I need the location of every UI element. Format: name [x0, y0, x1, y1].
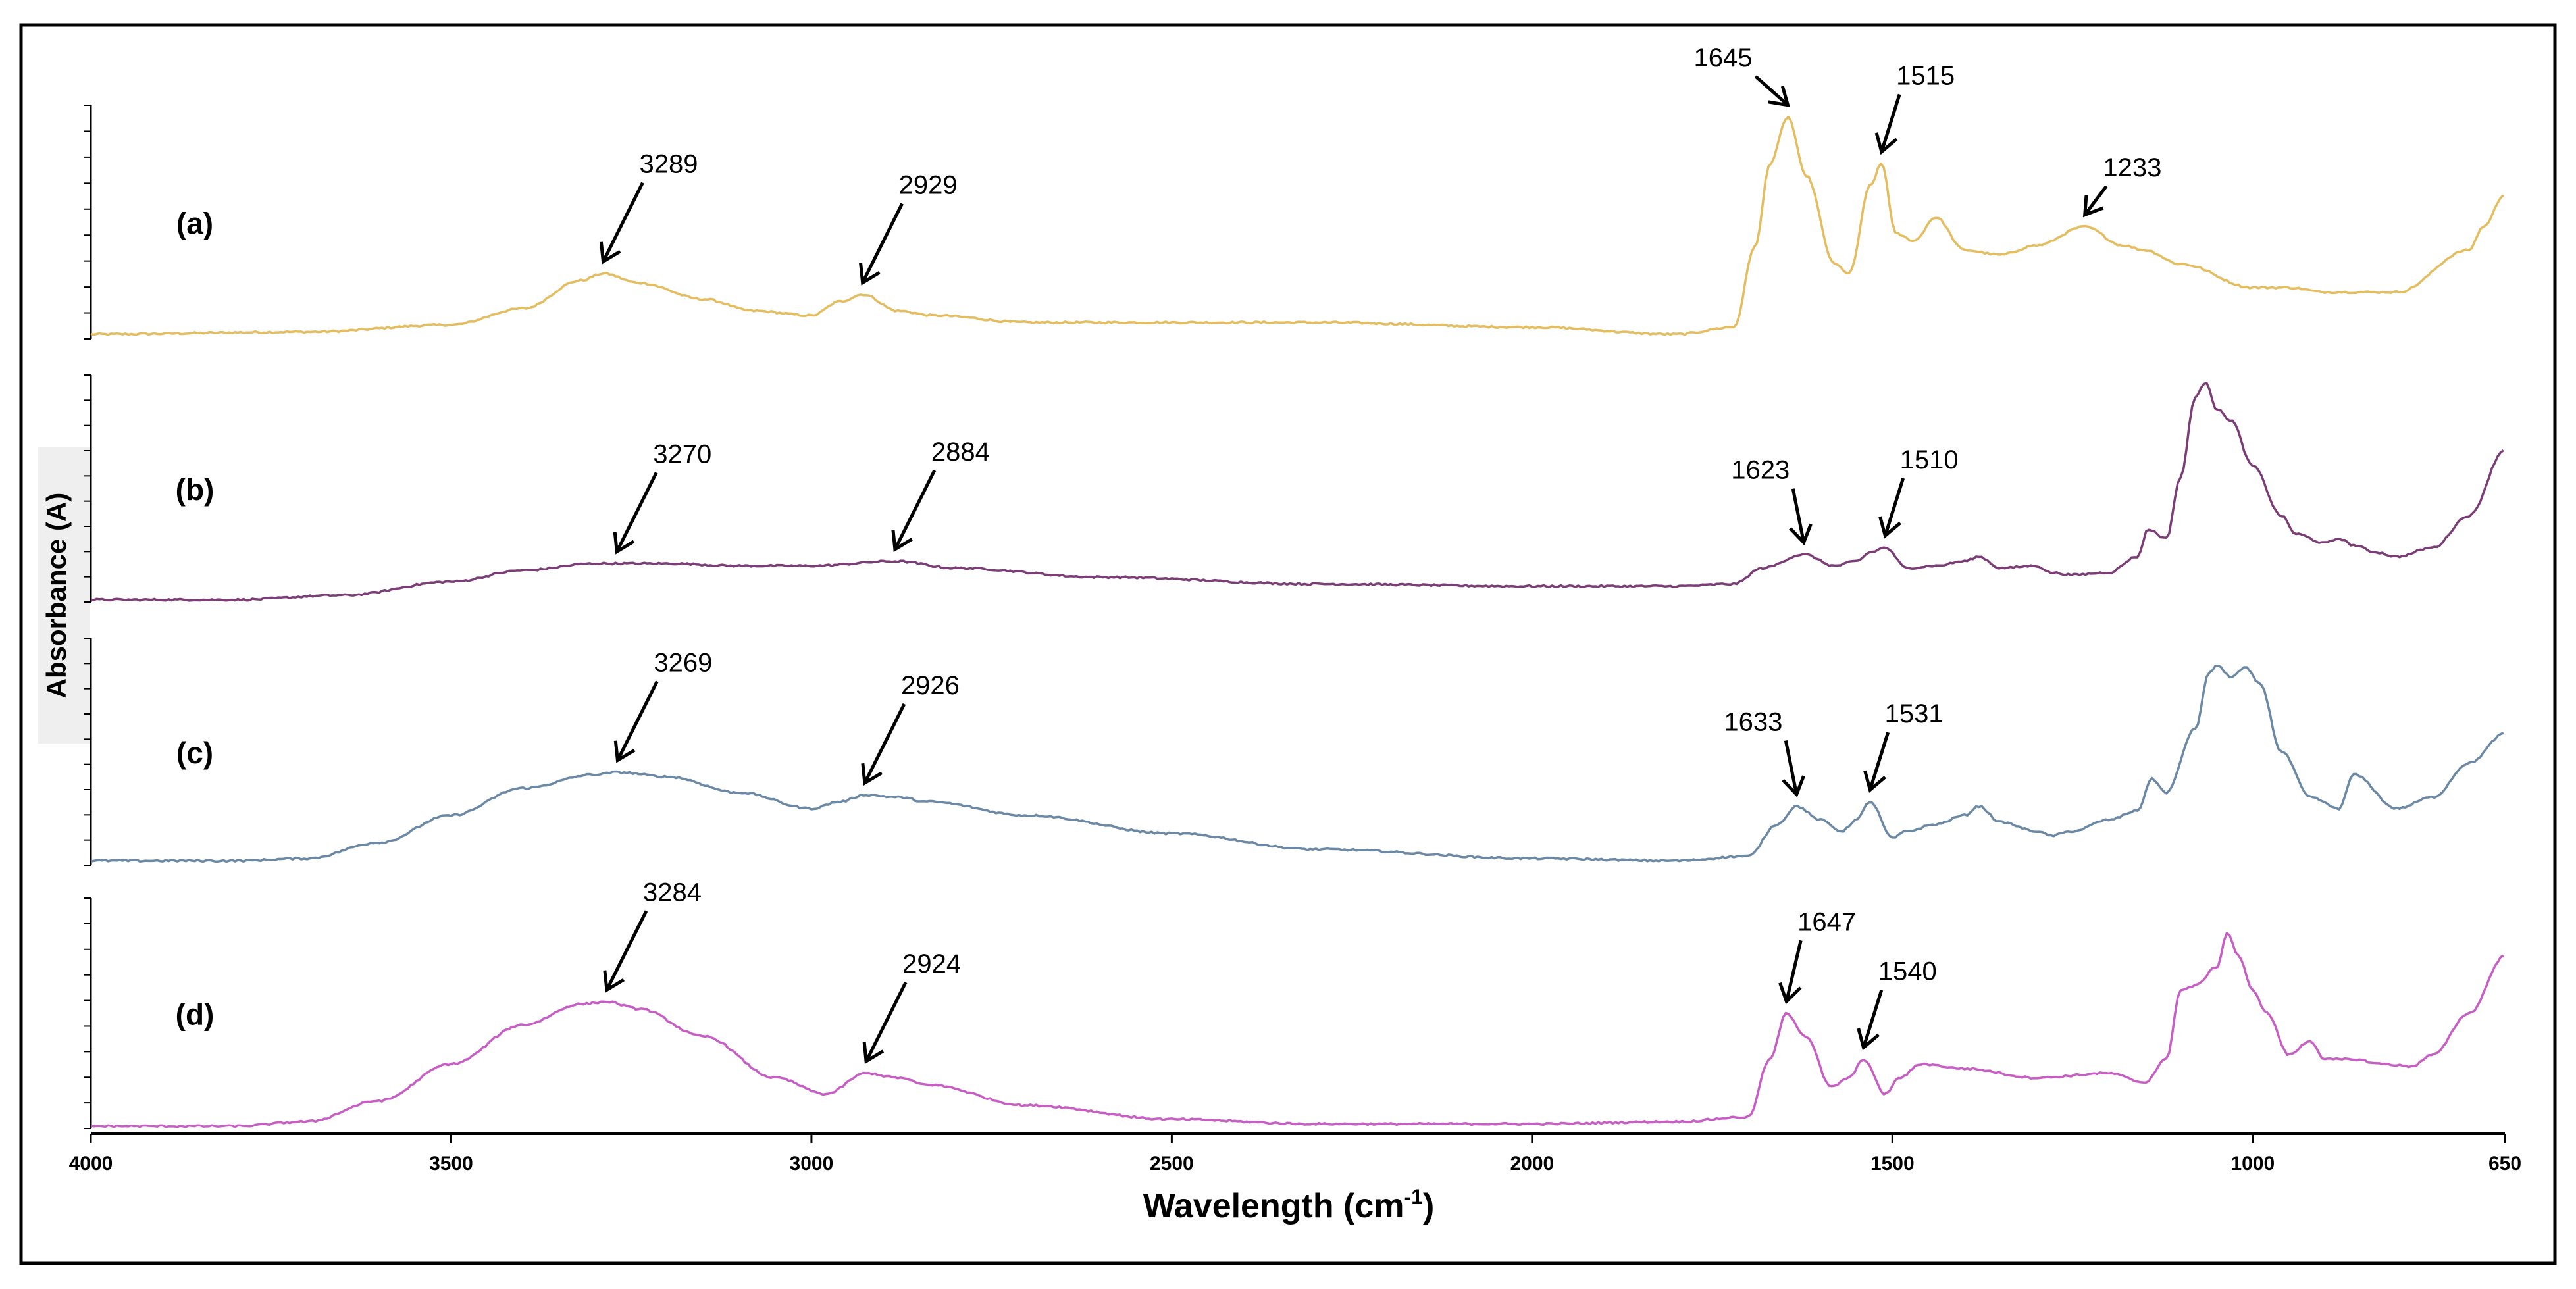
annotation-label-2929: 2929 — [899, 171, 958, 200]
annotation-arrowhead-1510 — [1878, 516, 1901, 539]
annotation-arrowhead-1623 — [1789, 523, 1813, 546]
annotation-label-3269: 3269 — [654, 649, 712, 678]
annotation-arrow-2884 — [893, 469, 937, 551]
spectrum-line-c — [90, 665, 2504, 863]
annotation-arrowhead-1540 — [1857, 1028, 1880, 1051]
annotation-arrow-1515 — [1880, 93, 1901, 153]
annotation-arrow-1233 — [2083, 185, 2108, 216]
annotation-arrow-3270 — [615, 472, 658, 553]
annotation-arrow-1633 — [1784, 740, 1799, 795]
annotation-arrow-1510 — [1883, 478, 1905, 536]
annotation-arrow-1647 — [1784, 940, 1803, 1002]
x-axis-label-sup: -1 — [1404, 1185, 1423, 1209]
annotation-label-2884: 2884 — [931, 438, 990, 467]
figure-border — [19, 23, 2557, 1265]
x-tick-label-2500: 2500 — [1150, 1153, 1194, 1175]
annotation-arrow-1531 — [1868, 732, 1890, 791]
annotation-label-3284: 3284 — [643, 878, 702, 907]
annotation-arrow-2924 — [864, 981, 908, 1063]
annotation-arrowhead-3270 — [613, 532, 635, 555]
annotation-arrowhead-1531 — [1863, 770, 1886, 793]
annotation-arrowhead-2924 — [862, 1041, 885, 1065]
annotation-label-1633: 1633 — [1724, 707, 1782, 736]
annotation-label-1540: 1540 — [1878, 957, 1937, 986]
annotation-arrowhead-1633 — [1782, 775, 1805, 797]
annotation-arrow-2926 — [863, 703, 906, 784]
annotation-label-2924: 2924 — [902, 949, 961, 978]
axes-group: 4000 3500 3000 2500 2000 1500 1000 650 — [69, 105, 2521, 1175]
ylabel-background — [38, 447, 90, 744]
x-tick-label-2000: 2000 — [1510, 1153, 1554, 1175]
annotation-label-1645: 1645 — [1693, 43, 1752, 72]
annotation-label-2926: 2926 — [901, 671, 960, 700]
annotation-arrow-2929 — [861, 203, 904, 284]
spectrum-line-d — [90, 932, 2504, 1128]
annotation-layer: 3289 2929 1645 1515 1233 3270 2884 1623 1510 3269… — [599, 43, 2161, 1065]
annotation-arrow-3269 — [616, 680, 659, 761]
series-label-c: (c) — [176, 736, 213, 770]
annotation-label-1510: 1510 — [1900, 445, 1959, 474]
annotation-arrowhead-1647 — [1778, 982, 1802, 1005]
x-tick-label-3000: 3000 — [790, 1153, 834, 1175]
annotation-arrowhead-1645 — [1768, 86, 1790, 107]
x-axis-label: Wavelength (cm-1) — [1143, 1185, 1435, 1225]
annotation-arrowhead-3284 — [603, 970, 625, 993]
annotation-label-3289: 3289 — [639, 150, 698, 179]
x-tick-label-1000: 1000 — [2230, 1153, 2275, 1175]
series-label-a: (a) — [176, 206, 213, 240]
annotation-label-1623: 1623 — [1731, 456, 1790, 485]
series-layer: (a) (b) (c) (d) — [90, 115, 2504, 1128]
annotation-label-3270: 3270 — [653, 440, 711, 468]
x-tick-label-4000: 4000 — [69, 1153, 113, 1175]
y-axis-label: Absorbance (A) — [41, 493, 72, 699]
annotation-label-1515: 1515 — [1896, 61, 1955, 90]
annotation-arrowhead-2884 — [891, 529, 913, 553]
annotation-arrowhead-1515 — [1874, 132, 1898, 155]
annotation-arrowhead-3289 — [599, 241, 621, 265]
spectrum-line-a — [90, 115, 2504, 336]
annotation-arrow-3284 — [605, 910, 648, 991]
annotation-arrowhead-1233 — [2082, 195, 2104, 218]
x-tick-label-650: 650 — [2488, 1153, 2521, 1175]
annotation-arrow-1645 — [1754, 75, 1790, 107]
x-axis-label-close: ) — [1423, 1187, 1434, 1225]
annotation-label-1647: 1647 — [1797, 907, 1856, 936]
series-label-d: (d) — [176, 998, 215, 1032]
annotation-label-1233: 1233 — [2103, 153, 2161, 182]
spectrum-line-b — [90, 381, 2504, 602]
series-label-b: (b) — [176, 472, 215, 507]
annotation-arrow-3289 — [602, 182, 644, 263]
annotation-arrow-1623 — [1791, 488, 1806, 543]
annotation-label-1531: 1531 — [1885, 699, 1944, 728]
annotation-arrowhead-2929 — [859, 263, 881, 286]
annotation-arrowhead-3269 — [613, 740, 636, 763]
annotation-arrowhead-2926 — [861, 763, 883, 786]
x-tick-label-1500: 1500 — [1870, 1153, 1915, 1175]
x-tick-label-3500: 3500 — [429, 1153, 473, 1175]
x-axis-label-main: Wavelength (cm — [1143, 1187, 1404, 1225]
annotation-arrow-1540 — [1862, 989, 1884, 1048]
